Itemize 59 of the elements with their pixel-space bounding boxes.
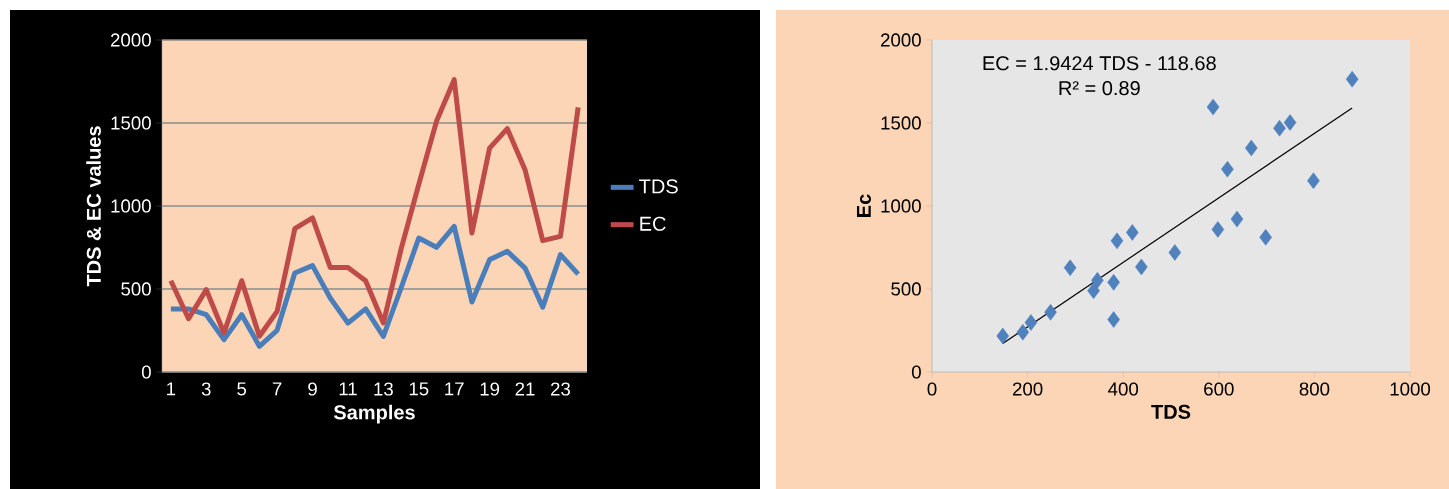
y-tick-label: 0	[911, 365, 921, 379]
point	[1221, 160, 1234, 178]
y-tick-label: 1000	[111, 199, 151, 213]
y-tick-label: 1500	[881, 116, 921, 130]
point	[1283, 114, 1297, 131]
x-tick-label: 0	[927, 382, 937, 396]
x-tick-label: 9	[308, 382, 317, 396]
x-tick-label: 1000	[1390, 382, 1431, 396]
x-tick-label: 600	[1204, 382, 1234, 396]
point	[1044, 303, 1057, 321]
point	[1135, 258, 1148, 276]
x-tick-label: 17	[445, 382, 464, 396]
y-tick-label: 500	[891, 282, 921, 296]
point	[1024, 314, 1038, 331]
y-tick-label: 0	[141, 365, 151, 379]
x-tick-label: 3	[201, 382, 211, 396]
point	[1107, 274, 1120, 291]
x-tick-label: 15	[409, 382, 429, 396]
y-tick-label: 1500	[111, 116, 151, 130]
x-tick-label: 23	[551, 382, 570, 396]
point	[1259, 229, 1272, 246]
x-tick-label: 13	[374, 382, 393, 396]
point	[1087, 282, 1100, 299]
point	[1273, 119, 1286, 137]
x-tick-label: 1	[167, 382, 176, 396]
point	[1126, 224, 1139, 241]
y-tick-label: 2000	[111, 33, 151, 47]
point	[1230, 210, 1244, 228]
x-tick-label: 800	[1299, 382, 1330, 396]
point	[1110, 232, 1124, 250]
point	[1206, 98, 1220, 116]
x-tick-label: 19	[480, 382, 500, 396]
point	[1245, 139, 1258, 157]
point	[996, 327, 1010, 345]
annotation: EC = 1.9424 TDS - 118.68	[983, 56, 1216, 71]
legend-label: EC	[640, 216, 666, 231]
y-tick-label: 500	[121, 282, 151, 296]
y-tick-label: 1000	[881, 199, 921, 213]
point	[1063, 259, 1077, 277]
x-tick-label: 7	[272, 382, 282, 396]
point	[1091, 272, 1104, 289]
point	[1345, 70, 1359, 88]
y-tick-label: 2000	[881, 33, 921, 47]
x-axis-title: Samples	[333, 404, 415, 424]
point	[1211, 221, 1225, 238]
legend-label: TDS	[639, 179, 678, 194]
x-tick-label: 200	[1012, 382, 1043, 396]
x-tick-label: 21	[515, 382, 535, 396]
point	[1016, 323, 1030, 341]
y-axis-title: TDS & EC values	[86, 126, 101, 287]
annotation: R² = 0.89	[1059, 81, 1140, 96]
x-tick-label: 11	[339, 382, 357, 396]
x-tick-label: 400	[1108, 382, 1139, 396]
point	[1307, 172, 1320, 190]
point	[1107, 311, 1120, 328]
point	[1168, 244, 1182, 261]
x-tick-label: 5	[237, 382, 247, 396]
x-axis-title: TDS	[1151, 404, 1191, 419]
y-axis-title: Ec	[856, 194, 871, 217]
